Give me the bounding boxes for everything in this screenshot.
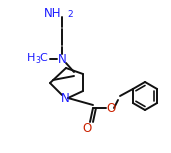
Text: C: C (39, 53, 47, 63)
Text: O: O (106, 101, 116, 114)
Text: 2: 2 (67, 9, 73, 19)
Text: N: N (61, 91, 69, 104)
Text: O: O (82, 121, 92, 134)
Text: N: N (58, 52, 66, 65)
Text: NH: NH (43, 6, 61, 19)
Text: H: H (27, 53, 35, 63)
Text: 3: 3 (35, 56, 40, 65)
